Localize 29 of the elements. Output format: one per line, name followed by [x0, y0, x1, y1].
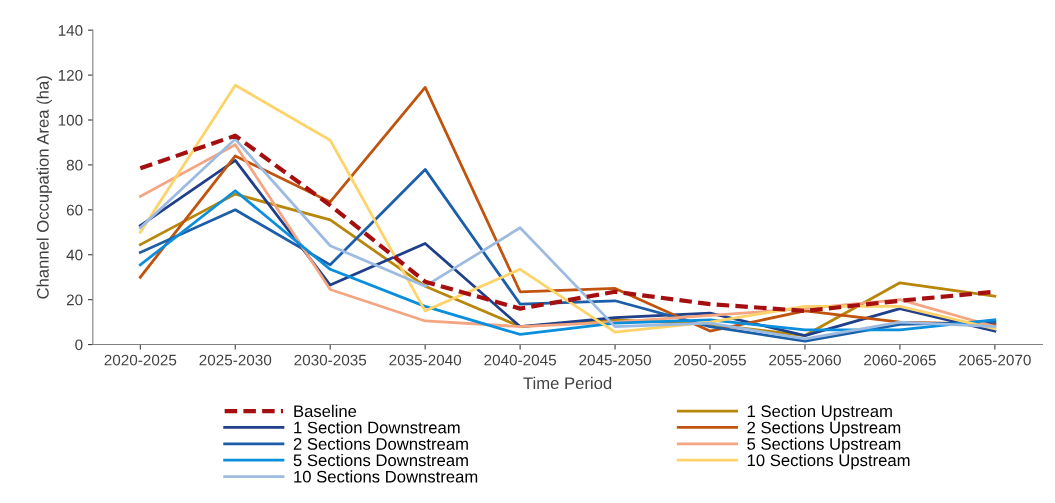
legend-label: Baseline — [294, 404, 357, 418]
x-tick-label: 2040-2045 — [484, 354, 557, 366]
legend-label: 10 Sections Downstream — [294, 470, 478, 483]
x-tick-label: 2025-2030 — [199, 354, 272, 366]
legend-label: 5 Sections Upstream — [747, 437, 901, 454]
legend-label: 2 Sections Downstream — [293, 437, 468, 450]
x-axis-title: Time Period — [523, 376, 612, 390]
y-tick-label: 120 — [58, 69, 83, 81]
y-axis-title: Channel Occupation Area (ha) — [36, 76, 53, 299]
y-tick-label: 40 — [66, 249, 83, 261]
y-tick-label: 80 — [66, 159, 83, 171]
legend-label: 5 Sections Downstream — [293, 453, 468, 467]
y-tick-label: 0 — [75, 339, 83, 351]
x-tick-label: 2030-2035 — [294, 354, 367, 366]
x-tick-label: 2060-2065 — [864, 354, 936, 366]
y-tick-label: 20 — [66, 294, 83, 306]
legend-label: 2 Sections Upstream — [747, 421, 901, 437]
y-tick-label: 100 — [58, 114, 83, 126]
y-tick-label: 60 — [66, 204, 83, 216]
y-tick-label: 140 — [58, 25, 83, 36]
x-tick-label: 2065-2070 — [959, 354, 1031, 366]
x-tick-label: 2045-2050 — [579, 354, 651, 366]
legend-label: 10 Sections Upstream — [747, 453, 910, 470]
x-tick-label: 2055-2060 — [769, 354, 841, 366]
x-tick-label: 2035-2040 — [389, 354, 462, 366]
legend-label: 1 Section Upstream — [747, 404, 892, 421]
legend-label: 1 Section Downstream — [294, 421, 460, 434]
x-tick-label: 2050-2055 — [674, 354, 746, 366]
x-tick-label: 2020-2025 — [104, 354, 177, 366]
